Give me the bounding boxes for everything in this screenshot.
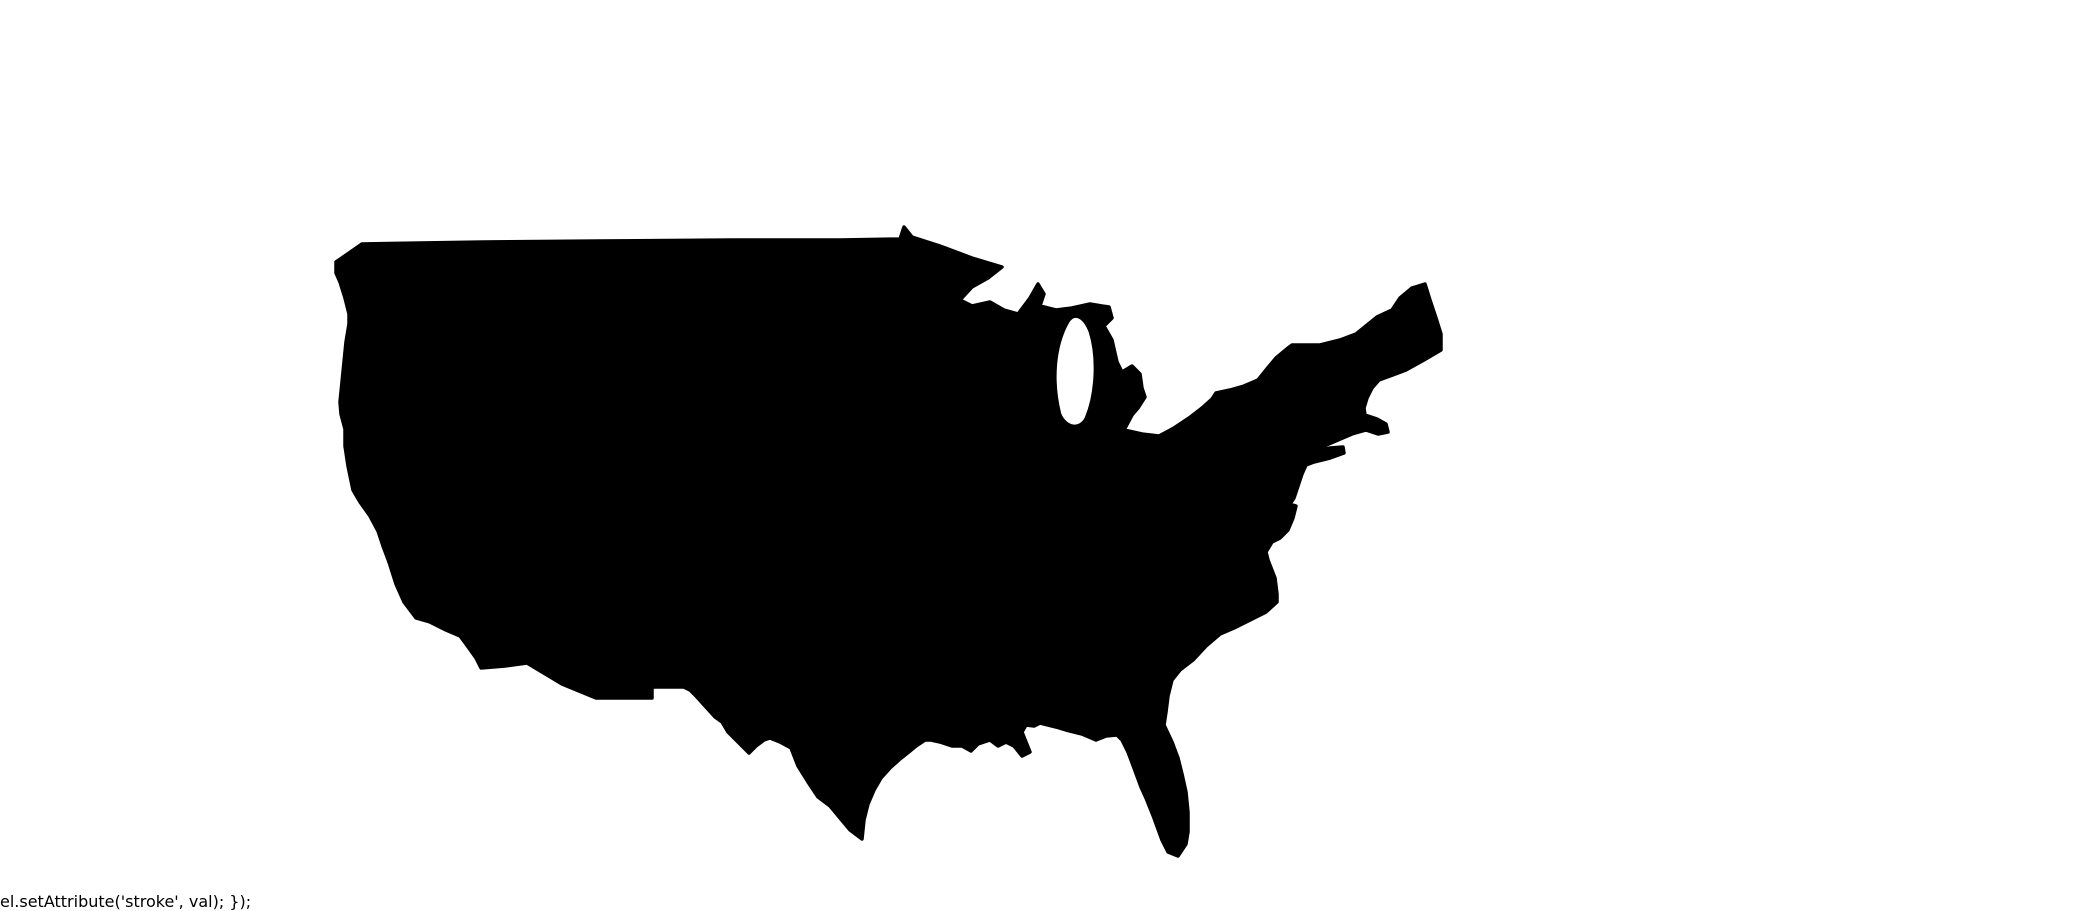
legend-item [1566,644,1602,670]
legend-swatch [1566,414,1591,432]
se-az-green-dot2 [607,659,613,665]
norcal-chartreuse-patch [350,457,382,479]
appalachian-90-100-core [1155,549,1271,587]
legend-item [1566,670,1602,696]
legend-item [1566,384,1602,410]
legend [1566,372,1602,696]
legend-swatch [1566,466,1591,484]
us-outline [334,225,1443,858]
central-valley-yellow [386,498,438,582]
legend-swatch [1566,570,1591,588]
legend-swatch [1566,622,1591,640]
mogollon-green-patch [567,605,617,647]
appalachian-high-streak [1139,542,1293,596]
legend-item [1566,514,1602,540]
state-borders [338,238,1370,742]
figure [0,26,1840,858]
lake-michigan [1054,315,1097,428]
legend-swatch [1566,648,1591,666]
state-borders-south [998,514,1272,729]
legend-item [1566,488,1602,514]
legend-swatch [1566,388,1591,406]
mogollon-chartreuse-patch [588,622,612,642]
legend-swatch [1566,492,1591,510]
se-az-green-dot [618,664,626,672]
legend-swatch [1566,518,1591,536]
title-block [0,26,1840,120]
legend-swatch [1566,674,1591,692]
legend-item [1566,436,1602,462]
az-teal-dot [585,619,591,625]
legend-item [1566,618,1602,644]
legend-item [1566,410,1602,436]
legend-item [1566,540,1602,566]
legend-item [1566,566,1602,592]
state-borders-west [338,238,1004,742]
legend-swatch [1566,596,1591,614]
map-title [0,26,1840,69]
legend-item [1566,462,1602,488]
sierra-blue-core [425,518,475,602]
us-map [334,225,1443,858]
map-subtitle [0,87,1840,120]
legend-swatch [1566,544,1591,562]
nm-gila-green-dot [647,645,657,655]
legend-item [1566,592,1602,618]
legend-swatch [1566,440,1591,458]
state-borders-northeast [1141,334,1370,548]
